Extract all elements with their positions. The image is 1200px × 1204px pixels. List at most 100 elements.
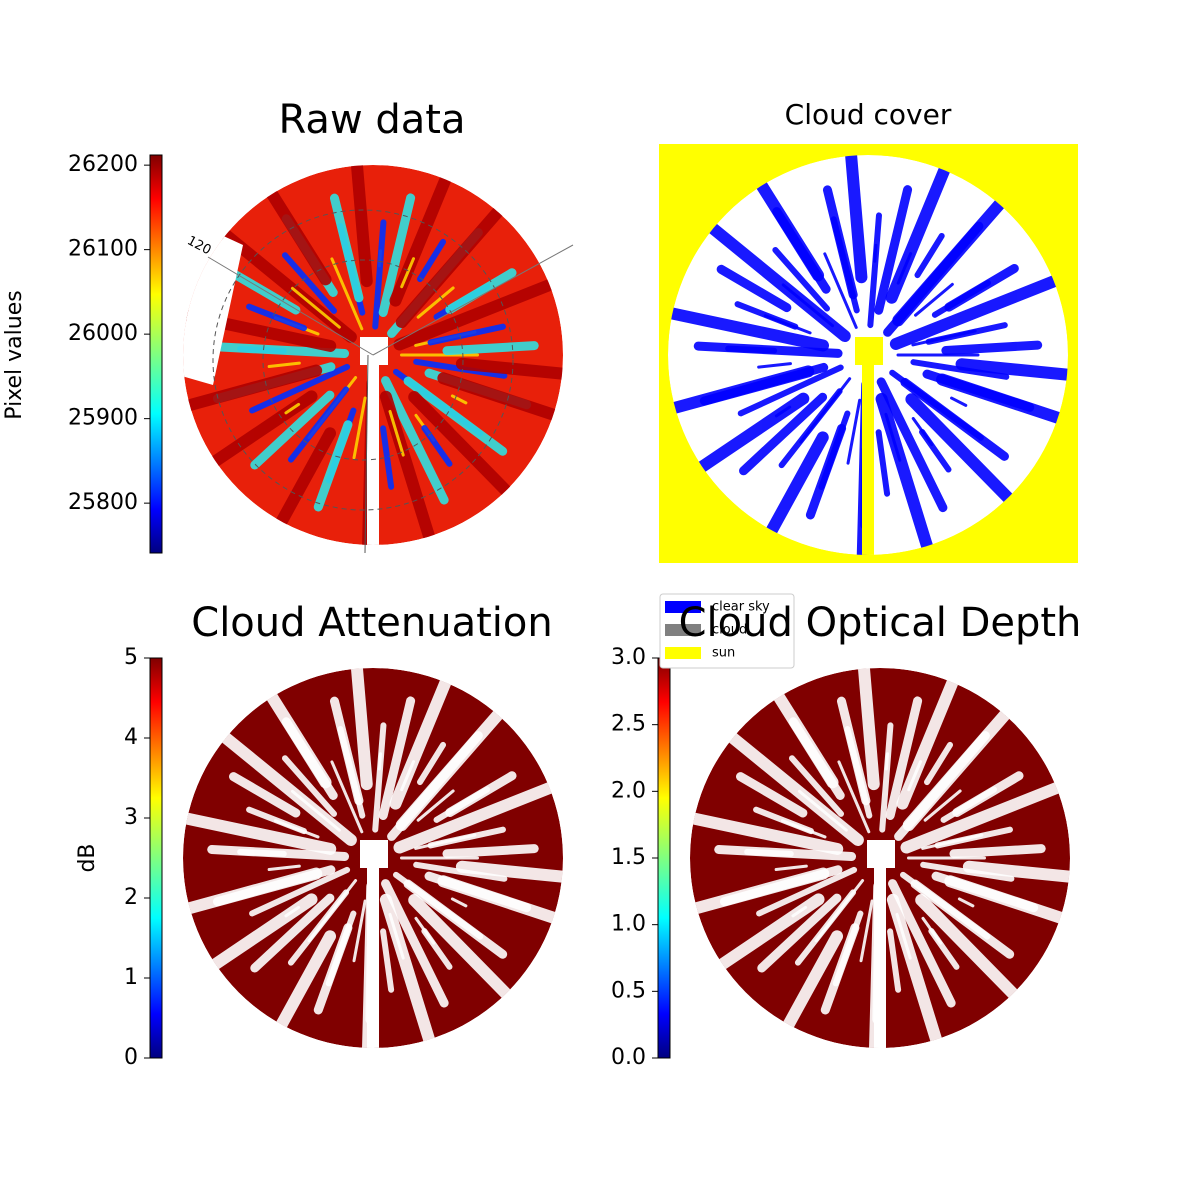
streak (914, 282, 954, 317)
shadow-band (367, 866, 379, 1048)
streak (393, 781, 556, 854)
streak (669, 365, 815, 414)
streak (905, 393, 1015, 504)
streak (416, 286, 455, 319)
streak (781, 283, 835, 328)
streak (183, 812, 337, 855)
colorbar-label: dB (75, 843, 100, 872)
streak (267, 864, 301, 872)
streak (879, 722, 894, 833)
streak (757, 362, 792, 369)
annotation: 120 (184, 233, 213, 258)
image (690, 668, 1070, 1048)
streak (350, 165, 373, 288)
panel-title: Cloud Optical Depth (679, 600, 1082, 646)
streak (952, 771, 1024, 818)
streak (774, 405, 792, 418)
streak (737, 364, 844, 417)
streak (284, 402, 301, 415)
streak (417, 238, 447, 283)
streak (281, 252, 338, 314)
colorbar-tick-label: 0 (124, 1045, 138, 1070)
streak (267, 361, 301, 369)
streak (330, 257, 364, 331)
streak (330, 760, 364, 834)
colorbar-tick-label: 0.0 (611, 1045, 646, 1070)
streak (427, 323, 506, 346)
legend-label: clear sky (712, 600, 770, 615)
streak (896, 252, 913, 285)
streak (957, 897, 975, 908)
streak (183, 867, 323, 915)
streak (249, 363, 351, 414)
colorbar-tick-label: 1.0 (611, 912, 646, 937)
streak (437, 875, 560, 924)
streak (907, 760, 922, 792)
streak (427, 826, 506, 849)
streak (892, 198, 1006, 327)
streak (352, 396, 367, 460)
streak (350, 668, 373, 791)
streak (445, 771, 517, 818)
streak (378, 193, 416, 318)
streak (249, 866, 351, 917)
streak (955, 358, 1068, 381)
axis-line (372, 244, 574, 356)
ring (212, 209, 514, 511)
streak (778, 388, 843, 469)
streak (229, 269, 301, 315)
streak (403, 879, 508, 959)
streak (941, 340, 1043, 355)
streak (421, 928, 453, 970)
streak (884, 412, 902, 462)
shadow-band (367, 363, 379, 545)
panel-title: Raw data (279, 97, 466, 143)
streak (739, 392, 828, 476)
streak (408, 894, 513, 1000)
colorbar (149, 657, 163, 1059)
colorbar-tick-label: 0.5 (611, 978, 646, 1003)
colorbar-tick-label: 5 (124, 645, 138, 670)
streak (400, 760, 415, 792)
streak (442, 341, 539, 356)
streak (388, 409, 405, 457)
colorbar (149, 154, 163, 554)
streak (925, 322, 1008, 345)
shadow-band (862, 363, 874, 555)
streak (388, 912, 405, 960)
streak (281, 755, 338, 817)
streak (455, 357, 563, 380)
streak (417, 741, 447, 786)
streak (408, 391, 513, 497)
axis-line (207, 256, 374, 356)
colorbar-tick-label: 26100 (68, 237, 138, 262)
streak (949, 844, 1046, 859)
streak (928, 928, 960, 970)
streak (372, 219, 387, 330)
streak (690, 812, 844, 855)
streak (923, 789, 962, 822)
streak (207, 845, 350, 862)
sun-mask (360, 337, 388, 365)
streak (820, 923, 860, 1015)
streak (378, 696, 416, 821)
streak (734, 301, 799, 330)
colorbar-tick-label: 3 (124, 805, 138, 830)
streak (837, 760, 871, 834)
streak (690, 867, 830, 915)
streak (395, 708, 504, 832)
streak (442, 844, 539, 859)
colorbar-tick-label: 2.0 (611, 778, 646, 803)
streak (275, 427, 337, 528)
streak (845, 155, 868, 284)
streak (421, 425, 453, 467)
streak (867, 212, 882, 329)
streak (313, 923, 353, 1015)
streak (290, 789, 341, 832)
colorbar-tick-label: 26200 (68, 152, 138, 177)
streak (919, 428, 952, 473)
colorbar-label: Pixel values (2, 290, 27, 419)
streak (857, 668, 880, 791)
shadow-band (874, 866, 886, 1048)
